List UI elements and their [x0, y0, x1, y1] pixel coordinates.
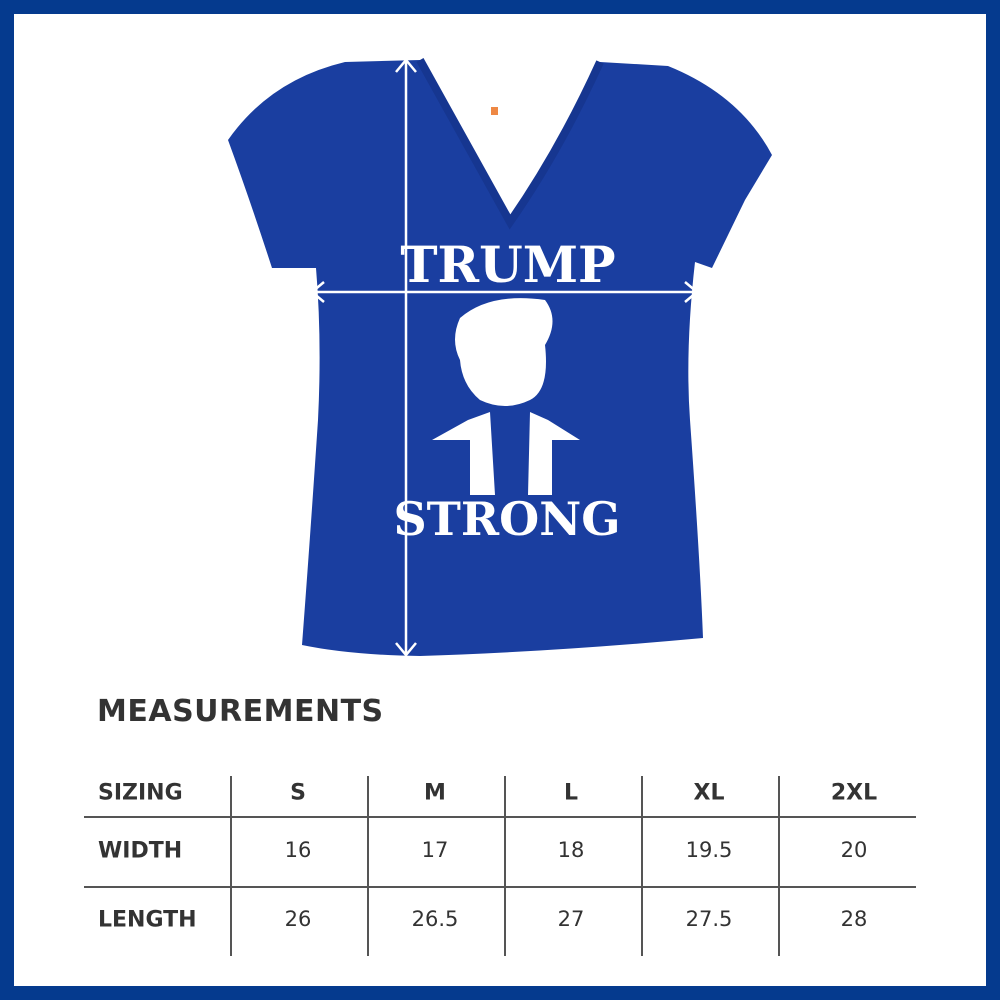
- row-divider: [84, 816, 916, 818]
- table-cell: 19.5: [685, 838, 733, 862]
- size-header: XL: [693, 780, 725, 806]
- table-cell: 27: [557, 907, 585, 931]
- column-divider: [230, 776, 232, 956]
- table-cell: 20: [840, 838, 868, 862]
- portrait-graphic: [432, 298, 580, 495]
- tag-label: TeeHunt: [491, 107, 533, 117]
- tshirt-image: TeeHunt TRUMP STRONG: [228, 58, 772, 657]
- row-label-width: WIDTH: [98, 838, 183, 864]
- print-text-top: TRUMP: [400, 235, 615, 294]
- column-divider: [778, 776, 780, 956]
- column-divider: [367, 776, 369, 956]
- measurements-title: MEASUREMENTS: [97, 694, 384, 729]
- column-divider: [641, 776, 643, 956]
- size-header: 2XL: [830, 780, 878, 806]
- row-label-length: LENGTH: [98, 907, 197, 933]
- table-cell: 16: [284, 838, 312, 862]
- table-cell: 28: [840, 907, 868, 931]
- row-divider: [84, 886, 916, 888]
- table-cell: 27.5: [685, 907, 733, 931]
- size-header: M: [424, 780, 446, 806]
- header-sizing: SIZING: [98, 780, 183, 806]
- length-arrow: [395, 58, 417, 657]
- column-divider: [504, 776, 506, 956]
- width-arrow: [310, 281, 699, 303]
- table-cell: 26.5: [411, 907, 459, 931]
- size-header: S: [290, 780, 306, 806]
- table-cell: 18: [557, 838, 585, 862]
- print-text-bottom: STRONG: [393, 492, 620, 546]
- table-cell: 26: [284, 907, 312, 931]
- table-cell: 17: [421, 838, 449, 862]
- size-header: L: [563, 780, 579, 806]
- svg-text:TeeHunt: TeeHunt: [499, 108, 533, 117]
